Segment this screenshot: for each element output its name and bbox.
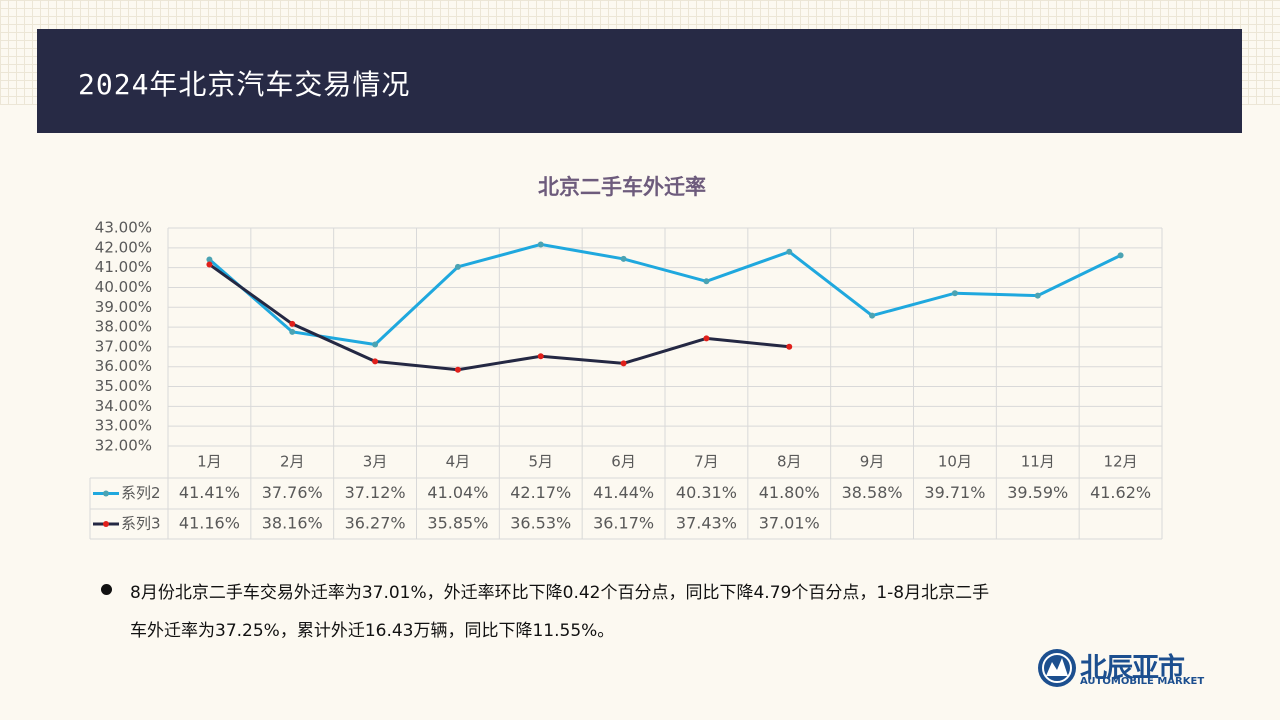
point [454, 366, 461, 373]
table-value: 35.85% [427, 514, 488, 533]
table-value: 39.59% [1007, 483, 1068, 502]
point [206, 261, 213, 268]
point [620, 360, 627, 367]
header-title: 2024年北京汽车交易情况 [78, 68, 411, 101]
table-value: 36.17% [593, 514, 654, 533]
point [372, 358, 379, 365]
legend-label: 系列2 [121, 484, 161, 502]
y-tick-label: 42.00% [95, 238, 152, 256]
logo-subtitle: AUTOMOBILE MARKET [1080, 676, 1205, 687]
y-tick-label: 36.00% [95, 357, 152, 375]
x-tick-label: 9月 [860, 453, 885, 471]
y-tick-label: 38.00% [95, 318, 152, 336]
point [537, 241, 544, 248]
note-line: 车外迁率为37.25%，累计外迁16.43万辆，同比下降11.55%。 [130, 621, 615, 641]
table-value: 37.01% [759, 514, 820, 533]
point [786, 248, 793, 255]
logo-name: 北辰亚市 [1080, 653, 1185, 684]
x-tick-label: 8月 [777, 453, 802, 471]
bullet [101, 584, 112, 595]
point [951, 290, 958, 297]
x-tick-label: 2月 [280, 453, 305, 471]
point [1117, 252, 1124, 259]
legend-marker [103, 521, 109, 527]
y-tick-label: 41.00% [95, 258, 152, 276]
logo-icon [1038, 649, 1076, 687]
x-tick-label: 3月 [363, 453, 388, 471]
x-tick-label: 6月 [611, 453, 636, 471]
x-tick-label: 4月 [446, 453, 471, 471]
table-value: 37.43% [676, 514, 737, 533]
legend-marker [103, 490, 109, 497]
point [786, 343, 793, 350]
x-tick-label: 5月 [528, 453, 553, 471]
table-value: 37.12% [345, 483, 406, 502]
table-value: 41.62% [1090, 483, 1151, 502]
legend-label: 系列3 [121, 515, 161, 533]
table-value: 36.27% [345, 514, 406, 533]
table-value: 40.31% [676, 483, 737, 502]
point [869, 312, 876, 319]
y-tick-label: 39.00% [95, 298, 152, 316]
table-value: 38.16% [262, 514, 323, 533]
x-tick-label: 11月 [1021, 453, 1055, 471]
x-tick-label: 1月 [197, 453, 222, 471]
y-tick-label: 40.00% [95, 278, 152, 296]
point [537, 353, 544, 360]
table-value: 42.17% [510, 483, 571, 502]
table-value: 39.71% [924, 483, 985, 502]
y-tick-label: 33.00% [95, 417, 152, 435]
x-tick-label: 12月 [1104, 453, 1138, 471]
notes: 8月份北京二手车交易外迁率为37.01%，外迁率环比下降0.42个百分点，同比下… [130, 574, 989, 650]
point [454, 263, 461, 270]
table-value: 41.16% [179, 514, 240, 533]
y-tick-label: 32.00% [95, 437, 152, 455]
table-value: 41.80% [759, 483, 820, 502]
y-tick-label: 37.00% [95, 337, 152, 355]
header-bar: 2024年北京汽车交易情况 [37, 29, 1242, 133]
table-value: 41.04% [427, 483, 488, 502]
point [1034, 292, 1041, 299]
series-line [208, 263, 790, 372]
table-value: 37.76% [262, 483, 323, 502]
x-tick-label: 10月 [938, 453, 972, 471]
y-tick-label: 43.00% [95, 219, 152, 237]
point [703, 278, 710, 285]
point [289, 328, 296, 335]
point [620, 255, 627, 262]
y-tick-label: 35.00% [95, 377, 152, 395]
table-value: 41.44% [593, 483, 654, 502]
point [703, 335, 710, 342]
table-value: 38.58% [842, 483, 903, 502]
table-value: 36.53% [510, 514, 571, 533]
y-tick-label: 34.00% [95, 397, 152, 415]
chart-title: 北京二手车外迁率 [538, 175, 706, 199]
point [206, 256, 213, 263]
table-value: 41.41% [179, 483, 240, 502]
point [372, 341, 379, 348]
point [289, 320, 296, 327]
series-line [208, 242, 1122, 347]
note-line: 8月份北京二手车交易外迁率为37.01%，外迁率环比下降0.42个百分点，同比下… [130, 583, 990, 603]
x-tick-label: 7月 [694, 453, 719, 471]
